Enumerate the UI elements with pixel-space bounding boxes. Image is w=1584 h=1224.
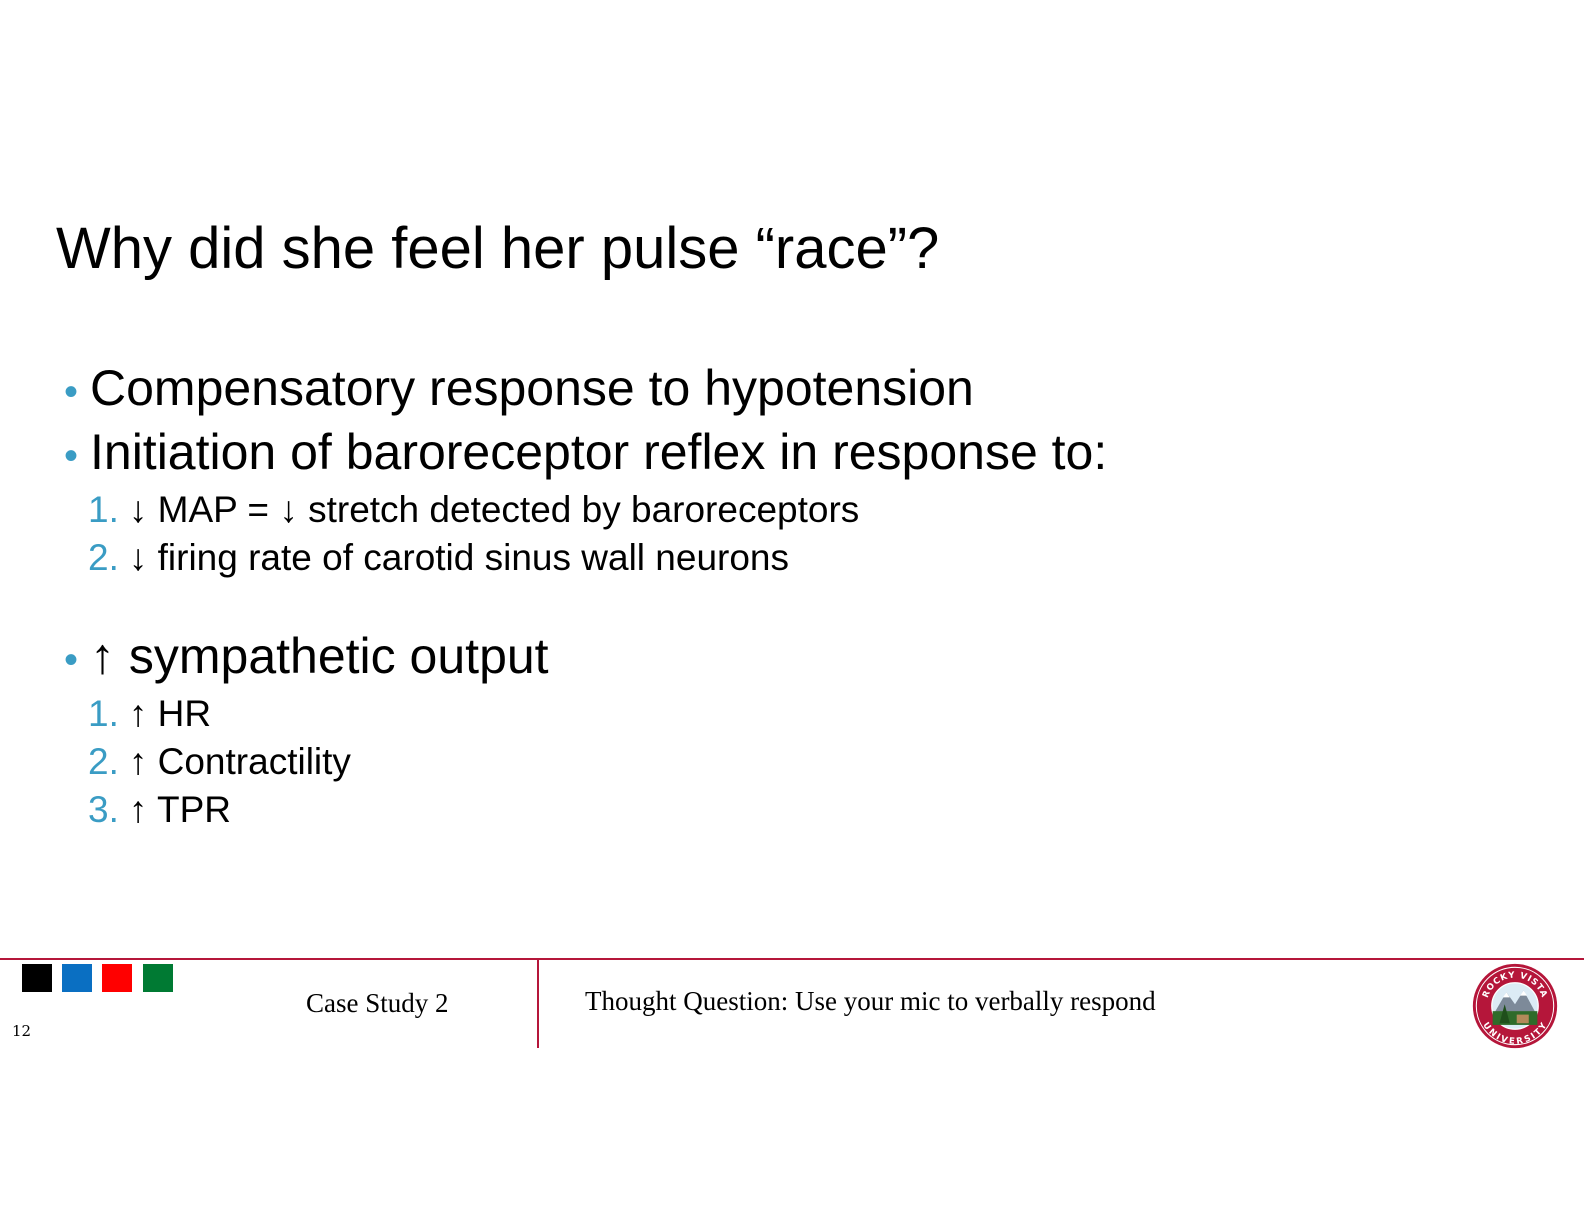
- university-seal-logo: ROCKY VISTA UNIVERSITY: [1472, 963, 1558, 1049]
- item-text: ↓ firing rate of carotid sinus wall neur…: [128, 537, 790, 578]
- footer-rule: [0, 958, 1584, 960]
- item-text: ↑ Contractility: [128, 741, 351, 782]
- bullet-item: • Compensatory response to hypotension: [64, 358, 1107, 422]
- bullet-text: Initiation of baroreceptor reflex in res…: [90, 424, 1108, 480]
- color-square-blue: [62, 964, 92, 992]
- item-number: 2.: [88, 741, 119, 782]
- item-number: 3.: [88, 789, 119, 830]
- numbered-item: 1. ↑ HR: [88, 690, 1107, 738]
- numbered-item: 3. ↑ TPR: [88, 786, 1107, 834]
- footer-case-label: Case Study 2: [306, 988, 449, 1018]
- bullet-dot: •: [64, 370, 79, 414]
- bullet-text: ↑ sympathetic output: [90, 628, 549, 684]
- item-text: ↑ TPR: [128, 789, 231, 830]
- color-square-black: [22, 964, 52, 992]
- numbered-item: 2. ↑ Contractility: [88, 738, 1107, 786]
- bullet-text: Compensatory response to hypotension: [90, 360, 974, 416]
- slide-title: Why did she feel her pulse “race”?: [56, 216, 940, 281]
- numbered-list: 1. ↑ HR 2. ↑ Contractility 3. ↑ TPR: [88, 690, 1107, 834]
- item-number: 1.: [88, 693, 119, 734]
- item-number: 1.: [88, 489, 119, 530]
- item-text: ↑ HR: [128, 693, 212, 734]
- footer-instruction: Thought Question: Use your mic to verbal…: [585, 986, 1156, 1016]
- numbered-item: 1. ↓ MAP = ↓ stretch detected by barorec…: [88, 486, 1107, 534]
- color-square-red: [102, 964, 132, 992]
- numbered-item: 2. ↓ firing rate of carotid sinus wall n…: [88, 534, 1107, 582]
- bullet-item: • ↑ sympathetic output: [64, 626, 1107, 690]
- color-square-green: [143, 964, 173, 992]
- numbered-list: 1. ↓ MAP = ↓ stretch detected by barorec…: [88, 486, 1107, 582]
- page-number: 12: [12, 1022, 32, 1040]
- slide-body: • Compensatory response to hypotension •…: [64, 358, 1107, 834]
- item-text: ↓ MAP = ↓ stretch detected by barorecept…: [128, 489, 860, 530]
- bullet-dot: •: [64, 638, 79, 682]
- bullet-item: • Initiation of baroreceptor reflex in r…: [64, 422, 1107, 486]
- footer-divider: [537, 958, 539, 1048]
- item-number: 2.: [88, 537, 119, 578]
- bullet-dot: •: [64, 434, 79, 478]
